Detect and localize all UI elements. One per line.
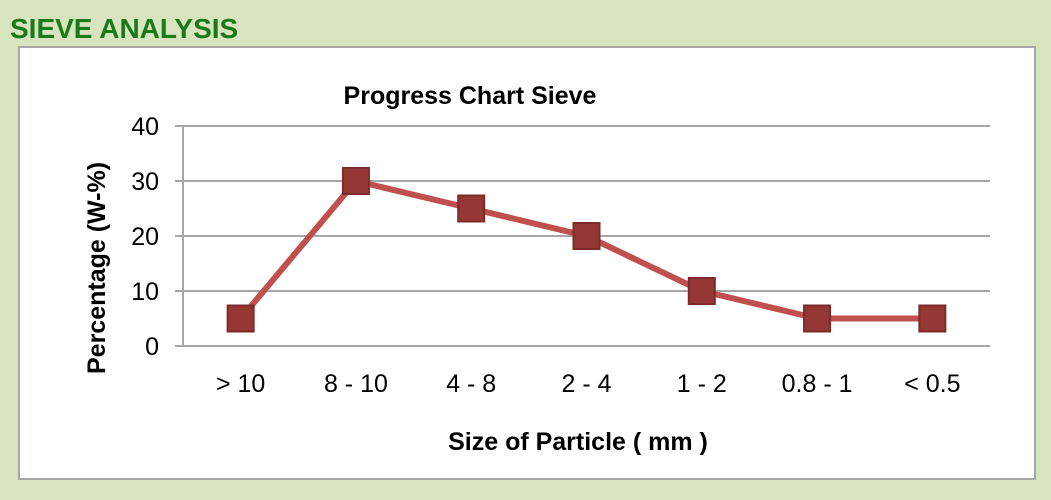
x-tick-label: > 10 [216,370,265,398]
x-axis-label: Size of Particle ( mm ) [448,428,708,456]
data-point [226,304,255,333]
series [226,167,947,333]
page-header: SIEVE ANALYSIS [0,0,1051,46]
y-tick-labels: 0 10 20 30 40 [131,113,159,361]
data-point [687,277,716,305]
x-tick-label: 1 - 2 [677,370,727,398]
x-tick-label: < 0.5 [904,370,960,398]
data-point [918,304,947,333]
y-tick-label: 20 [131,223,159,251]
y-tick-label: 30 [131,168,159,196]
y-tick-label: 0 [145,333,159,361]
x-tick-label: 0.8 - 1 [782,370,853,398]
y-tick-label: 40 [131,113,159,141]
y-axis-label: Percentage (W-%) [83,162,111,374]
data-point [341,167,370,195]
chart-title: Progress Chart Sieve [344,82,597,110]
data-point [457,194,486,223]
x-tick-label: 4 - 8 [446,370,496,398]
x-tick-label: 2 - 4 [561,370,611,398]
page-title: SIEVE ANALYSIS [10,13,239,44]
x-tick-label: 8 - 10 [324,370,388,398]
x-tick-labels: > 10 8 - 10 4 - 8 2 - 4 1 - 2 0.8 - 1 < 0.5 [216,370,961,398]
y-tick-label: 10 [131,278,159,306]
chart-panel [18,46,1036,480]
data-point [572,222,601,250]
data-point [803,304,832,333]
